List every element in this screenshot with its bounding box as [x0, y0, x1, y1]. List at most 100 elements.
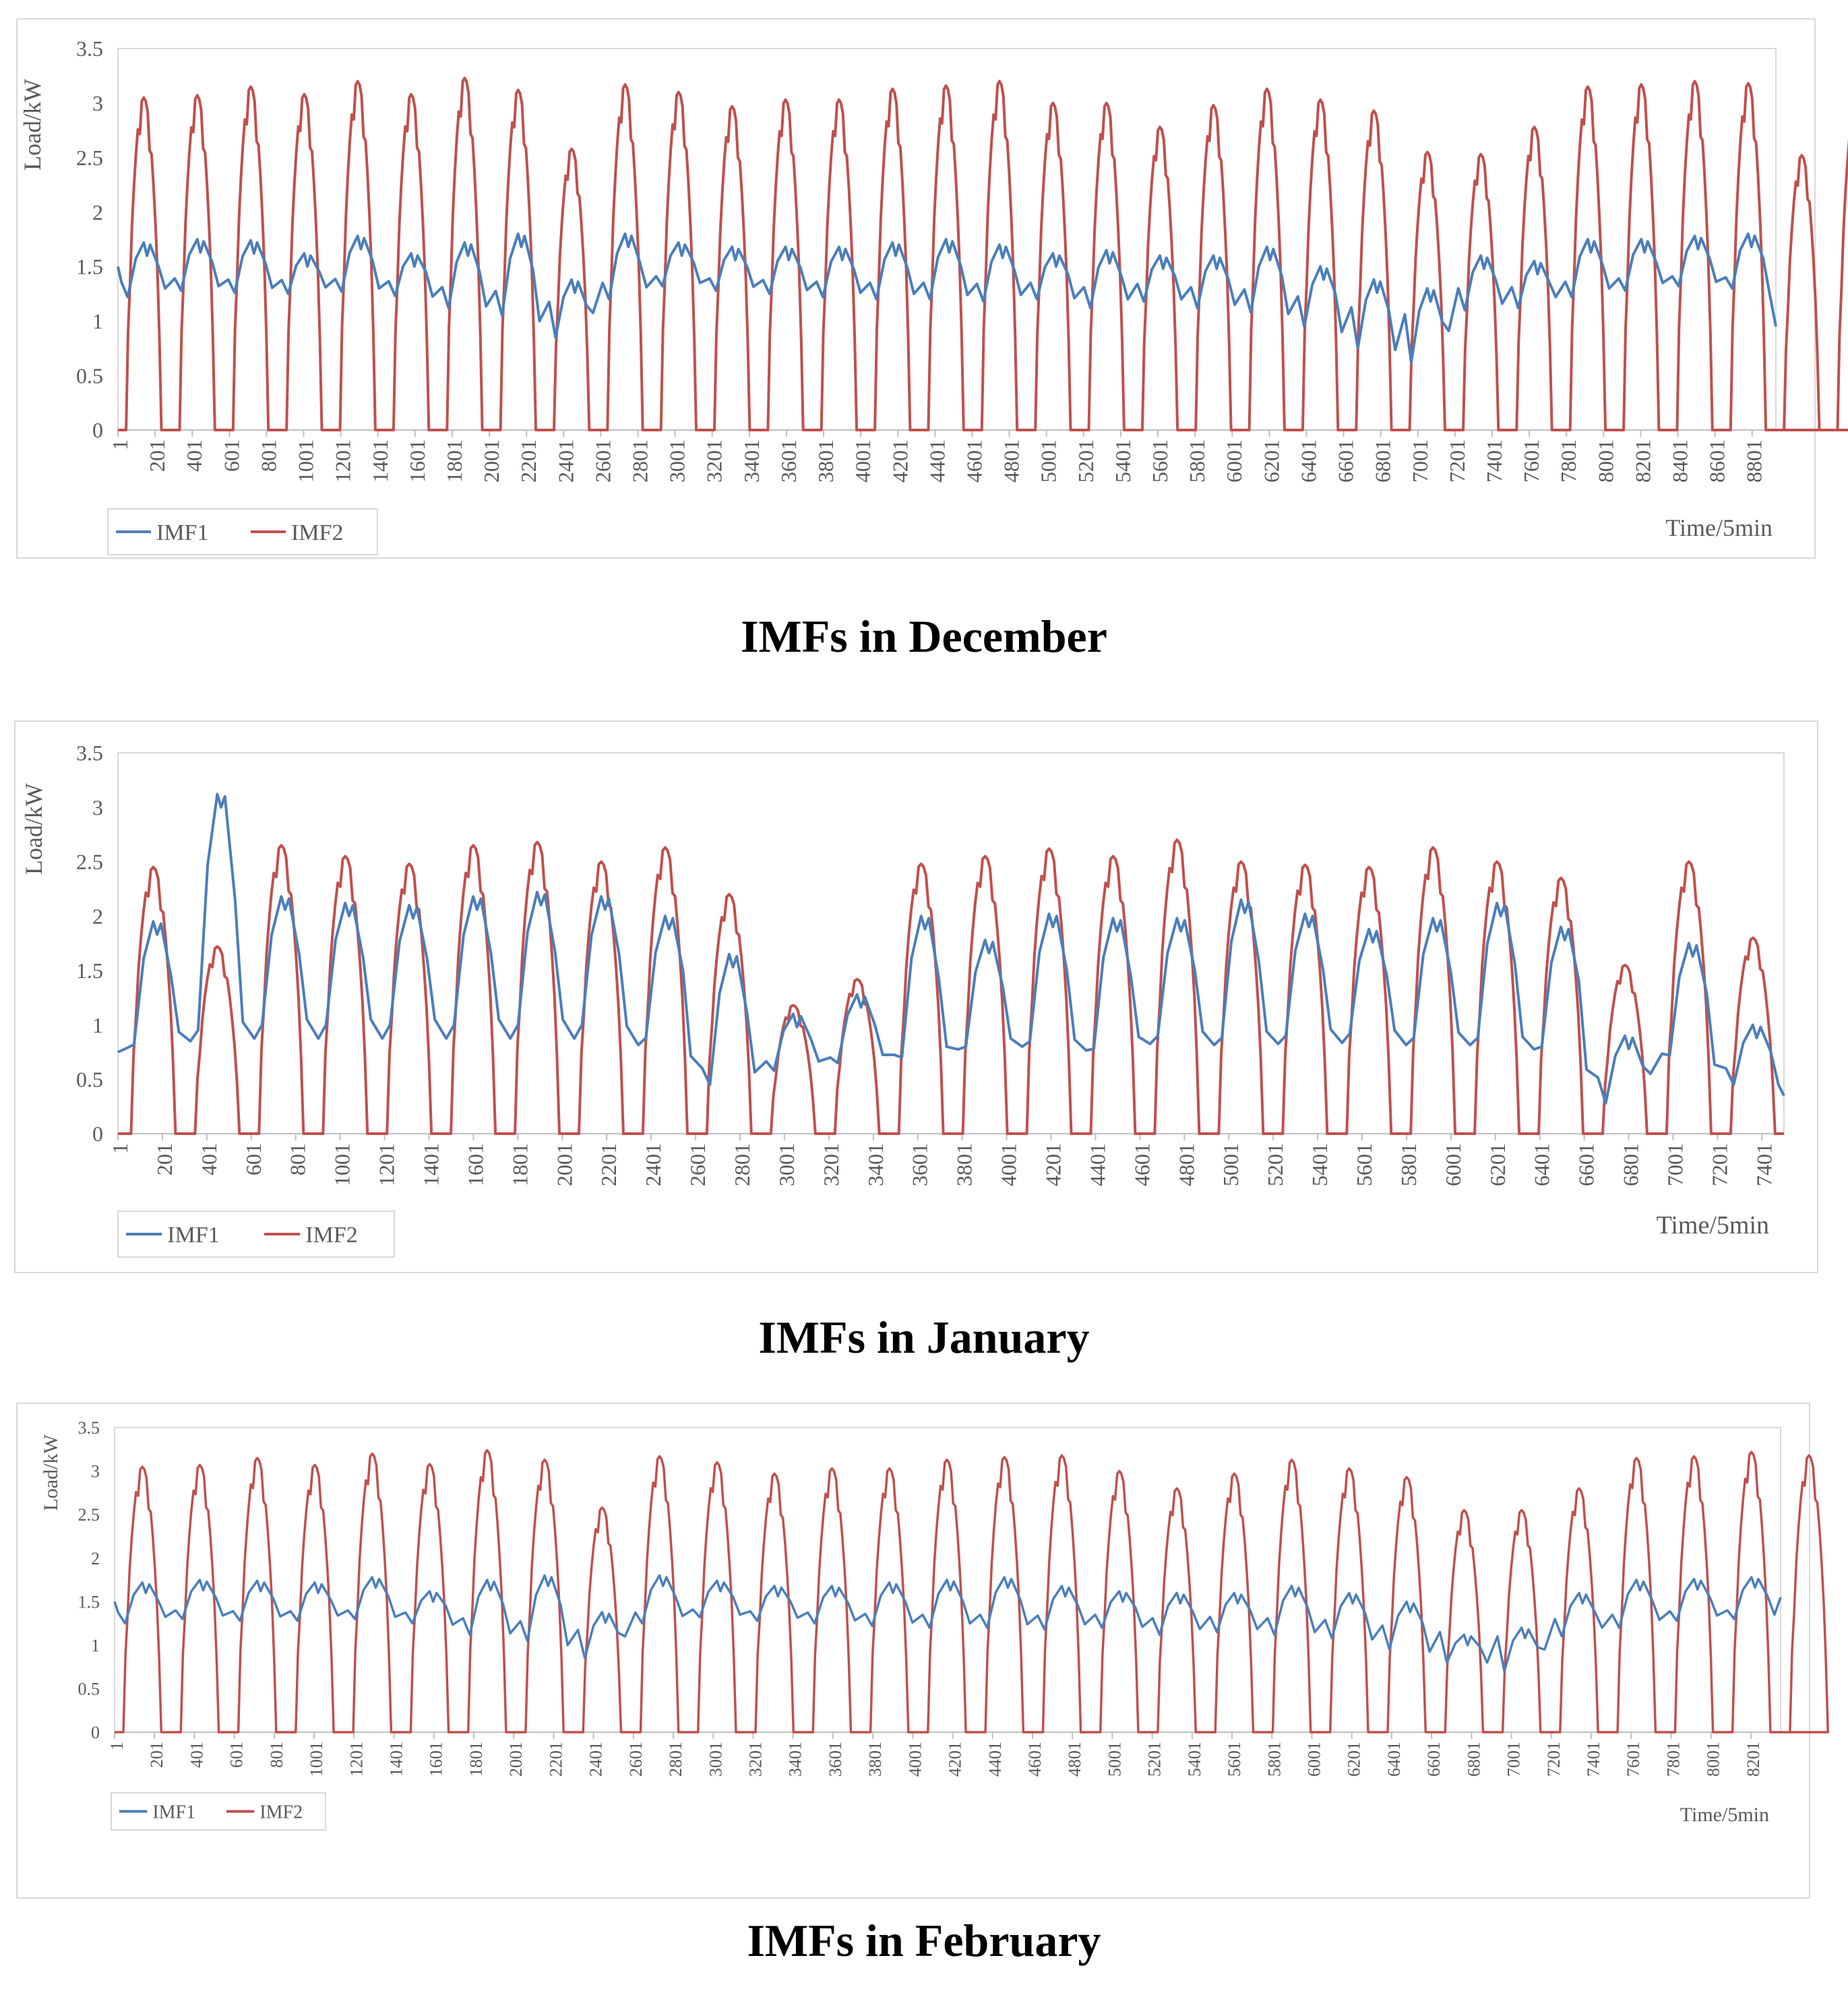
- x-tick-label: 201: [152, 1143, 177, 1175]
- y-axis-label: Load/kW: [40, 1434, 62, 1511]
- x-tick-label: 6601: [1334, 439, 1358, 483]
- y-tick-label: 2: [92, 904, 103, 928]
- x-tick-label: 2401: [586, 1742, 606, 1777]
- x-tick-label: 7201: [1544, 1742, 1564, 1777]
- y-tick-label: 1: [91, 1636, 100, 1655]
- x-tick-label: 3401: [786, 1742, 805, 1777]
- caption-january: IMFs in January: [758, 1312, 1090, 1363]
- x-tick-label: 601: [227, 1742, 247, 1768]
- x-tick-label: 7601: [1624, 1742, 1643, 1777]
- x-axis-label: Time/5min: [1680, 1804, 1769, 1826]
- legend-label-imf1: IMF1: [156, 520, 208, 545]
- series-line-imf1: [117, 232, 1777, 364]
- y-tick-label: 0.5: [76, 1067, 103, 1091]
- x-tick-label: 7801: [1556, 439, 1580, 483]
- x-tick-label: 3601: [908, 1143, 932, 1186]
- x-tick-label: 3801: [813, 439, 838, 483]
- legend-label-imf1: IMF1: [167, 1223, 219, 1248]
- x-tick-label: 1801: [442, 439, 466, 483]
- x-tick-label: 201: [147, 1742, 166, 1768]
- y-tick-label: 2.5: [76, 146, 103, 170]
- x-tick-label: 2401: [641, 1143, 665, 1186]
- x-tick-label: 3201: [702, 439, 727, 483]
- x-tick-label: 4801: [999, 439, 1024, 483]
- x-tick-label: 4801: [1174, 1143, 1198, 1186]
- x-tick-label: 5201: [1263, 1143, 1287, 1186]
- caption-february: IMFs in February: [747, 1915, 1101, 1966]
- x-tick-label: 801: [267, 1742, 286, 1768]
- x-tick-label: 8601: [1705, 439, 1729, 483]
- y-tick-label: 0: [92, 1122, 103, 1146]
- x-tick-label: 5601: [1352, 1143, 1376, 1186]
- x-tick-label: 2201: [516, 439, 541, 483]
- x-tick-label: 7201: [1445, 439, 1469, 483]
- x-tick-label: 4201: [946, 1742, 965, 1777]
- x-tick-label: 7801: [1663, 1742, 1683, 1777]
- chart-panel-0: 00.511.522.533.51 201 401 601 801 1001 1201 140…: [16, 18, 1848, 559]
- x-tick-label: 2001: [552, 1143, 576, 1186]
- x-tick-label: 1401: [419, 1143, 443, 1186]
- x-tick-label: 3201: [745, 1742, 765, 1777]
- x-tick-label: 401: [187, 1742, 206, 1768]
- x-tick-label: 5601: [1148, 439, 1172, 483]
- y-tick-label: 1.5: [76, 958, 103, 983]
- x-tick-label: 1001: [307, 1742, 326, 1777]
- y-tick-label: 1: [92, 309, 103, 333]
- x-tick-label: 1: [108, 1143, 132, 1154]
- x-tick-label: 2001: [506, 1742, 526, 1777]
- x-tick-label: 3001: [665, 439, 689, 483]
- x-tick-label: 5801: [1185, 439, 1209, 483]
- x-tick-label: 601: [241, 1143, 266, 1175]
- x-tick-label: 1: [107, 1742, 127, 1750]
- legend: IMF1 IMF2: [117, 1211, 395, 1258]
- x-tick-label: 3601: [776, 439, 801, 483]
- x-tick-label: 4601: [1130, 1143, 1154, 1186]
- x-tick-label: 5801: [1396, 1143, 1421, 1186]
- x-tick-label: 2401: [553, 439, 578, 483]
- x-tick-label: 8801: [1742, 439, 1766, 483]
- x-tick-label: 401: [182, 439, 206, 472]
- caption-december: IMFs in December: [741, 611, 1107, 662]
- series-line-imf1: [113, 1574, 1782, 1673]
- y-tick-label: 1.5: [76, 255, 103, 279]
- x-tick-label: 7601: [1519, 439, 1543, 483]
- x-tick-label: 2801: [628, 439, 652, 483]
- x-tick-label: 5001: [1037, 439, 1061, 483]
- x-tick-label: 5201: [1145, 1742, 1165, 1777]
- x-tick-label: 8001: [1593, 439, 1618, 483]
- y-tick-label: 0.5: [76, 363, 103, 388]
- x-tick-label: 801: [256, 439, 280, 472]
- y-axis-label: Load/kW: [20, 783, 47, 875]
- x-tick-label: 401: [197, 1143, 221, 1175]
- x-tick-label: 6801: [1371, 439, 1395, 483]
- series-line-imf2: [115, 1448, 1829, 1734]
- legend: IMF1 IMF2: [107, 508, 378, 555]
- x-tick-label: 4201: [888, 439, 912, 483]
- x-tick-label: 6801: [1619, 1143, 1643, 1186]
- y-axis-label: Load/kW: [19, 79, 46, 171]
- x-axis-label: Time/5min: [1665, 514, 1773, 541]
- x-tick-label: 6401: [1384, 1742, 1404, 1777]
- x-tick-label: 7001: [1504, 1742, 1524, 1777]
- x-tick-label: 2601: [590, 439, 615, 483]
- y-tick-label: 3: [92, 795, 103, 820]
- y-tick-label: 0: [91, 1723, 100, 1742]
- x-tick-label: 1601: [405, 439, 429, 483]
- x-tick-label: 3001: [706, 1742, 725, 1777]
- x-tick-label: 7001: [1408, 439, 1432, 483]
- x-tick-label: 6801: [1464, 1742, 1483, 1777]
- x-tick-label: 6201: [1345, 1742, 1364, 1777]
- x-tick-label: 7001: [1663, 1143, 1688, 1186]
- x-tick-label: 2601: [626, 1742, 646, 1777]
- y-tick-label: 2: [92, 200, 103, 224]
- x-tick-label: 4401: [985, 1742, 1005, 1777]
- x-tick-label: 1001: [294, 439, 318, 483]
- legend-label-imf2: IMF2: [259, 1802, 303, 1823]
- y-tick-label: 3: [92, 91, 103, 115]
- x-axis-label: Time/5min: [1656, 1211, 1769, 1240]
- x-tick-label: 4401: [1085, 1143, 1109, 1186]
- x-tick-label: 8001: [1704, 1742, 1723, 1777]
- x-tick-label: 6001: [1441, 1143, 1465, 1186]
- x-tick-label: 3401: [863, 1143, 888, 1186]
